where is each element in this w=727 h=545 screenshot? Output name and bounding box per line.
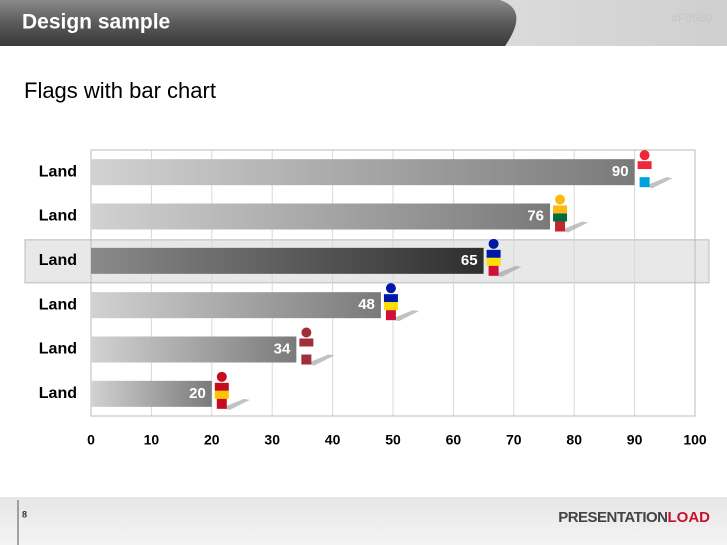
figure-body-2 xyxy=(553,213,568,222)
figure-body-2 xyxy=(214,390,229,399)
value-label: 65 xyxy=(461,252,478,269)
figure-shadow xyxy=(493,265,522,277)
value-label: 90 xyxy=(612,163,629,180)
header-code: #F0560 xyxy=(671,11,712,25)
bar xyxy=(91,380,212,407)
x-tick-label: 40 xyxy=(325,432,341,448)
header-title: Design sample xyxy=(22,11,170,34)
figure-body-1 xyxy=(637,161,652,170)
logo-part-a: PRESENTATION xyxy=(558,509,667,526)
bar xyxy=(91,336,297,363)
footer-band xyxy=(0,497,727,545)
value-label: 20 xyxy=(189,385,206,402)
x-tick-label: 70 xyxy=(506,432,522,448)
y-tick-label: Land xyxy=(39,296,77,313)
y-tick-label: Land xyxy=(39,385,77,402)
bar xyxy=(91,203,551,230)
x-tick-label: 90 xyxy=(627,432,643,448)
figure-body-3 xyxy=(488,265,499,276)
logo-part-b: LOAD xyxy=(668,509,711,526)
chart-title: Flags with bar chart xyxy=(24,78,216,103)
figure-body-1 xyxy=(299,338,314,347)
figure-shadow xyxy=(644,177,673,189)
header-shape xyxy=(0,0,517,46)
figure-body-3 xyxy=(639,177,650,188)
x-tick-label: 0 xyxy=(87,432,95,448)
value-label: 34 xyxy=(274,340,291,357)
figure-body-1 xyxy=(553,205,568,214)
figure-head xyxy=(488,238,499,249)
figure-shadow xyxy=(306,354,335,366)
chart: 0 10 20 30 40 50 60 70 80 90 100 Land 90 Land 76 Land 65… xyxy=(24,149,710,448)
figure-shadow xyxy=(390,310,419,322)
figure-body-2 xyxy=(383,302,398,311)
figure-head xyxy=(639,150,650,161)
bar xyxy=(91,159,635,186)
x-tick-label: 10 xyxy=(144,432,160,448)
x-tick-label: 100 xyxy=(683,432,707,448)
bar xyxy=(91,247,484,274)
figure-body-1 xyxy=(486,249,501,258)
plot-frame xyxy=(90,149,696,417)
bar xyxy=(91,292,381,319)
figure-shadow xyxy=(221,398,250,410)
figure-body-3 xyxy=(555,221,566,232)
figure-body-2 xyxy=(486,257,501,266)
y-tick-label: Land xyxy=(39,252,77,269)
figure-body-1 xyxy=(214,382,229,391)
x-tick-label: 80 xyxy=(566,432,582,448)
y-tick-label: Land xyxy=(39,208,77,225)
y-tick-label: Land xyxy=(39,163,77,180)
y-tick-label: Land xyxy=(39,341,77,358)
page-number: 8 xyxy=(22,509,27,519)
figure-body-3 xyxy=(385,310,396,321)
figure-head xyxy=(555,194,566,205)
x-tick-label: 20 xyxy=(204,432,220,448)
x-tick-label: 30 xyxy=(264,432,280,448)
x-tick-label: 60 xyxy=(446,432,462,448)
figure-head xyxy=(301,327,312,338)
value-label: 48 xyxy=(358,296,375,313)
figure-head xyxy=(216,371,227,382)
figure-body-2 xyxy=(637,169,652,178)
figure-head xyxy=(385,283,396,294)
x-tick-label: 50 xyxy=(385,432,401,448)
figure-shadow xyxy=(560,221,589,233)
figure-body-3 xyxy=(216,398,227,409)
figure-body-1 xyxy=(383,294,398,303)
value-label: 76 xyxy=(527,207,544,224)
figure-body-3 xyxy=(301,354,312,365)
figure-body-2 xyxy=(299,346,314,355)
